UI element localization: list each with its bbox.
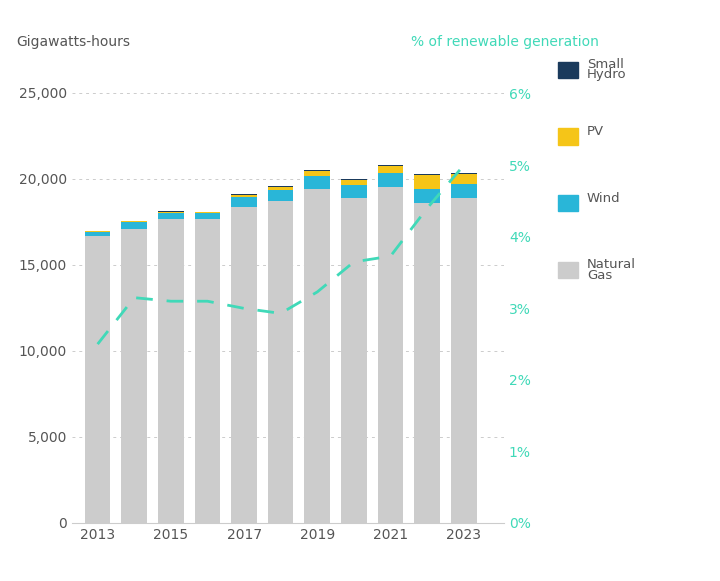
Bar [341,185,366,198]
Bar [341,198,366,523]
Bar [341,180,366,185]
Text: Natural: Natural [587,259,636,271]
Bar [158,219,184,523]
Bar [194,219,220,523]
Bar [305,171,330,177]
Bar [451,198,477,523]
Bar [231,197,257,207]
Bar [451,174,477,184]
Bar [414,203,440,523]
Bar [194,213,220,219]
Text: % of renewable generation: % of renewable generation [411,35,599,49]
Text: Small: Small [587,58,624,71]
Bar [268,187,294,190]
Bar [414,175,440,189]
Text: Wind: Wind [587,192,621,205]
Text: PV: PV [587,125,604,138]
Text: Hydro: Hydro [587,69,626,81]
Bar [158,211,184,212]
Bar [231,195,257,197]
Bar [378,166,403,173]
Text: Gigawatts-hours: Gigawatts-hours [16,35,130,49]
Bar [231,194,257,195]
Bar [378,165,403,166]
Text: Gas: Gas [587,269,612,282]
Bar [414,174,440,175]
Bar [305,189,330,523]
Bar [85,232,110,236]
Bar [122,228,147,523]
Bar [305,177,330,189]
Bar [231,207,257,523]
Bar [194,212,220,213]
Bar [451,173,477,174]
Bar [378,187,403,523]
Bar [268,201,294,523]
Bar [378,173,403,187]
Bar [414,189,440,203]
Bar [268,190,294,201]
Bar [451,184,477,198]
Bar [122,221,147,228]
Bar [85,236,110,523]
Bar [158,213,184,219]
Bar [305,170,330,171]
